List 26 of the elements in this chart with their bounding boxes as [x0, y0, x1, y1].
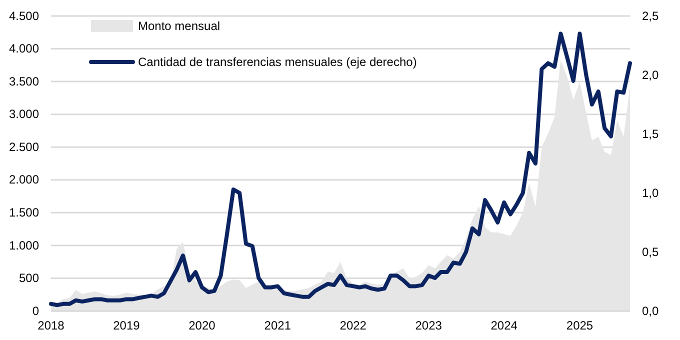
y2-tick-label: 0,5	[642, 244, 660, 259]
y-tick-label: 3.000	[8, 107, 40, 122]
y2-tick-label: 2,0	[642, 68, 660, 82]
y-tick-label: 500	[18, 271, 40, 286]
y-tick-label: 2.000	[8, 172, 40, 187]
y-tick-label: 2.500	[8, 140, 40, 154]
x-tick-label: 2022	[340, 318, 367, 333]
y-tick-label: 1.500	[8, 206, 40, 220]
x-tick-label: 2025	[566, 318, 594, 333]
y-tick-label: 1.000	[8, 238, 40, 252]
y2-tick-label: 0,0	[642, 304, 660, 318]
x-tick-label: 2019	[113, 318, 140, 333]
y2-tick-label: 2,5	[642, 8, 660, 23]
x-tick-label: 2023	[415, 318, 442, 333]
x-tick-label: 2018	[38, 318, 65, 333]
x-tick-label: 2021	[264, 318, 292, 333]
y2-tick-label: 1,0	[642, 186, 660, 200]
x-tick-label: 2020	[188, 318, 216, 333]
x-tick-label: 2024	[490, 318, 518, 333]
y-tick-label: 3.500	[8, 74, 40, 88]
legend-label: Monto mensual	[138, 19, 220, 34]
y2-tick-label: 1,5	[642, 126, 660, 141]
y-tick-label: 4.500	[8, 8, 40, 23]
legend-label: Cantidad de transferencias mensuales (eje derecho)	[138, 55, 417, 70]
y-tick-label: 4.000	[8, 42, 40, 56]
y-tick-label: 0	[32, 304, 40, 318]
